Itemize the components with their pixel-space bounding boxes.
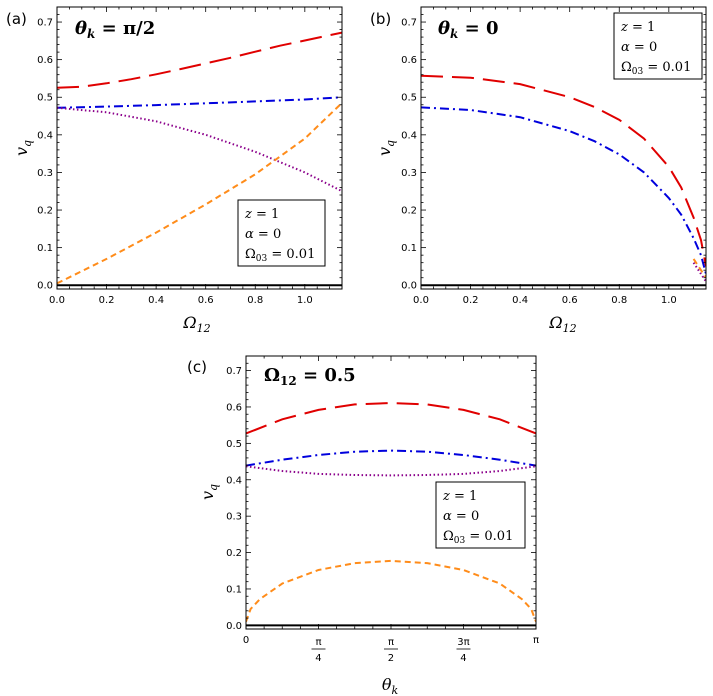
series-line-red-long-dash xyxy=(246,401,536,435)
legend-frame xyxy=(435,481,526,549)
x-axis-label: Ω12 xyxy=(182,313,210,335)
legend-frame xyxy=(237,199,326,267)
y-tick-label: 0.7 xyxy=(226,366,242,377)
legend-frame xyxy=(613,12,703,80)
legend-entry: α = 0 xyxy=(245,227,281,242)
series-group xyxy=(57,31,342,287)
legend-entry: Ω03 = 0.01 xyxy=(443,529,513,546)
legend-entry: Ω03 = 0.01 xyxy=(245,247,315,264)
series-line-purple-dotted xyxy=(692,262,706,283)
x-tick-label: 0.6 xyxy=(562,295,578,306)
legend-entry: z = 1 xyxy=(244,207,279,222)
series-group xyxy=(421,74,706,287)
y-tick-label: 0.0 xyxy=(226,621,242,632)
panel-label: (b) xyxy=(370,10,391,28)
x-tick-label: 0.4 xyxy=(512,295,528,306)
plot-frame xyxy=(420,6,707,290)
x-tick-label: 1.0 xyxy=(661,295,677,306)
legend-box: z = 1 α = 0 Ω03 = 0.01 xyxy=(613,12,703,80)
chart-panel-b: 0.0 0.1 0.2 0.3 0.4 0.5 0.6 0.7 0.0 0.2 0.4 0.6 0.8 1… xyxy=(370,6,707,335)
x-axis-label: θk xyxy=(382,675,399,696)
x-tick-label: 0.2 xyxy=(463,295,479,306)
legend-box: z = 1 α = 0 Ω03 = 0.01 xyxy=(435,481,526,549)
y-tick-label: 0.2 xyxy=(226,548,242,559)
x-tick-label: π xyxy=(533,635,539,646)
y-tick-label: 0.1 xyxy=(401,243,417,254)
x-tick-label: 0.8 xyxy=(611,295,627,306)
y-tick-label: 0.3 xyxy=(226,512,242,523)
panel-title: θk = 0 xyxy=(438,18,498,41)
series-line-orange-dashed xyxy=(57,102,342,285)
plot-frame xyxy=(56,6,343,290)
x-tick-label-denominator: 4 xyxy=(460,653,466,664)
legend-entry: z = 1 xyxy=(620,20,655,35)
x-tick-label-numerator: π xyxy=(388,637,394,648)
x-tick-label-denominator: 4 xyxy=(315,653,321,664)
x-axis-label: Ω12 xyxy=(548,313,576,335)
y-tick-label: 0.6 xyxy=(401,55,417,66)
x-tick-label-numerator: 3π xyxy=(457,637,469,648)
y-tick-label: 0.7 xyxy=(37,18,53,29)
y-tick-label: 0.0 xyxy=(401,281,417,292)
y-tick-label: 0.0 xyxy=(37,281,53,292)
y-tick-label: 0.3 xyxy=(401,168,417,179)
x-tick-label: 0.8 xyxy=(247,295,263,306)
chart-panel-a: 0.0 0.1 0.2 0.3 0.4 0.5 0.6 0.7 0.0 0.2 0.4 0.6 0.8 1… xyxy=(6,6,343,335)
y-tick-label: 0.2 xyxy=(401,206,417,217)
series-line-blue-dash-dot xyxy=(246,449,536,467)
x-tick-label: 0.0 xyxy=(413,295,429,306)
y-tick-label: 0.6 xyxy=(226,402,242,413)
y-tick-label: 0.4 xyxy=(37,130,53,141)
y-axis-label: vq xyxy=(12,140,34,156)
chart-panel-c: 0.0 0.1 0.2 0.3 0.4 0.5 0.6 0.7 0 π 4 π 2 3π 4 π (c) Ω12 … xyxy=(187,355,539,696)
y-tick-label: 0.2 xyxy=(37,206,53,217)
panel-title: θk = π/2 xyxy=(75,18,155,41)
series-line-orange-dashed xyxy=(246,559,536,623)
legend-entry: α = 0 xyxy=(443,509,479,524)
legend-entry: z = 1 xyxy=(442,489,477,504)
x-tick-label: 0.2 xyxy=(99,295,115,306)
x-tick-label: 0.6 xyxy=(198,295,214,306)
y-tick-label: 0.1 xyxy=(226,584,242,595)
series-line-blue-dash-dot xyxy=(421,106,706,275)
series-line-blue-dash-dot xyxy=(57,96,342,109)
legend-entry: α = 0 xyxy=(621,40,657,55)
y-tick-label: 0.4 xyxy=(401,130,417,141)
y-tick-label: 0.5 xyxy=(37,93,53,104)
panel-label: (a) xyxy=(6,10,27,28)
y-axis-label: vq xyxy=(375,140,397,156)
panel-label: (c) xyxy=(187,358,207,376)
series-line-red-long-dash xyxy=(421,74,706,267)
x-tick-label: 1.0 xyxy=(297,295,313,306)
y-tick-label: 0.3 xyxy=(37,168,53,179)
series-line-purple-dotted xyxy=(246,465,536,477)
y-tick-label: 0.5 xyxy=(226,439,242,450)
series-line-purple-dotted xyxy=(57,106,342,193)
x-tick-label: 0 xyxy=(243,635,249,646)
x-tick-label: 0.4 xyxy=(148,295,164,306)
y-axis-label: vq xyxy=(198,484,220,500)
y-tick-label: 0.6 xyxy=(37,55,53,66)
x-tick-label-numerator: π xyxy=(315,637,321,648)
legend-box: z = 1 α = 0 Ω03 = 0.01 xyxy=(237,199,326,267)
x-tick-label-denominator: 2 xyxy=(388,653,394,664)
panel-title: Ω12 = 0.5 xyxy=(264,365,356,388)
series-line-orange-dashed xyxy=(692,258,706,279)
series-line-red-long-dash xyxy=(57,31,342,89)
y-tick-label: 0.1 xyxy=(37,243,53,254)
y-tick-label: 0.5 xyxy=(401,93,417,104)
x-tick-label: 0.0 xyxy=(49,295,65,306)
legend-entry: Ω03 = 0.01 xyxy=(621,60,691,77)
y-tick-label: 0.4 xyxy=(226,475,242,486)
y-tick-label: 0.7 xyxy=(401,18,417,29)
